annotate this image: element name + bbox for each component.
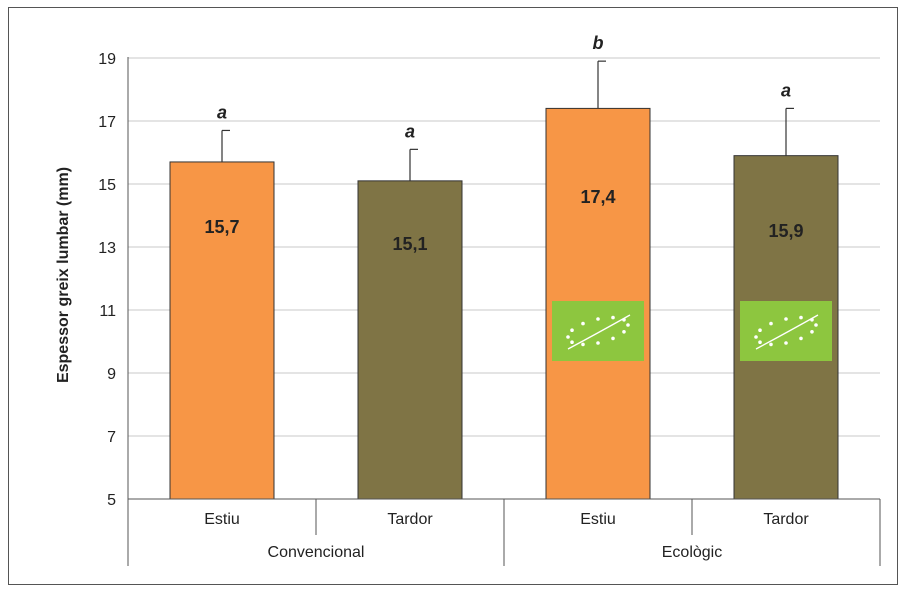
significance-label: a (405, 121, 415, 141)
y-tick-label: 7 (107, 429, 116, 446)
y-tick-label: 5 (107, 492, 116, 509)
bar-0-1 (357, 180, 463, 500)
y-tick-label: 9 (107, 366, 116, 383)
eu-organic-leaf-icon (740, 301, 832, 361)
x-axis: Estiu Tardor Estiu Tardor Convencional Ecològ… (127, 57, 881, 566)
data-label: 15,9 (768, 221, 803, 241)
y-axis-ticks: 5 7 9 11 13 15 17 19 (98, 51, 116, 509)
eu-organic-leaf-icon (552, 301, 644, 361)
y-tick-label: 11 (99, 303, 116, 320)
x-tick-label: Tardor (763, 511, 809, 528)
significance-label: a (217, 102, 227, 122)
chart-frame (8, 7, 898, 585)
data-label: 15,1 (392, 234, 427, 254)
y-tick-label: 17 (98, 114, 116, 131)
data-label: 17,4 (580, 187, 615, 207)
y-tick-label: 19 (98, 51, 116, 68)
group-label: Convencional (268, 544, 365, 561)
bars: a 15,7 a 15,1 b 17,4 a 15,9 (169, 33, 839, 500)
x-tick-label: Estiu (580, 511, 616, 528)
x-tick-label: Estiu (204, 511, 240, 528)
bar-0-0 (169, 161, 275, 500)
significance-label: b (593, 33, 604, 53)
x-tick-label: Tardor (387, 511, 433, 528)
group-label: Ecològic (662, 544, 722, 561)
data-label: 15,7 (204, 217, 239, 237)
y-tick-label: 13 (98, 240, 116, 257)
y-tick-label: 15 (98, 177, 116, 194)
significance-label: a (781, 80, 791, 100)
y-axis-label: Espessor greix lumbar (mm) (55, 167, 72, 383)
